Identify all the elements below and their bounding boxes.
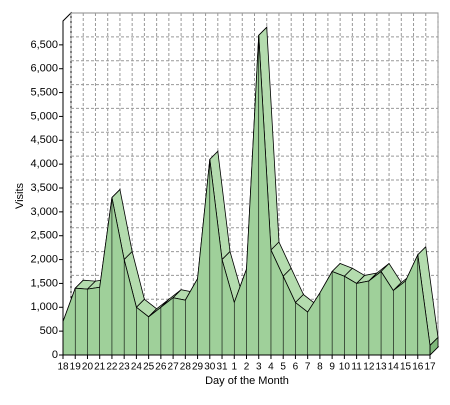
x-tick-label: 29 xyxy=(192,362,204,373)
x-tick-label: 12 xyxy=(363,362,375,373)
y-tick-label: 0 xyxy=(52,349,58,361)
x-tick-label: 20 xyxy=(82,362,94,373)
x-tick-label: 10 xyxy=(339,362,351,373)
x-tick-label: 14 xyxy=(388,362,400,373)
x-tick-label: 5 xyxy=(280,362,286,373)
x-tick-label: 26 xyxy=(155,362,167,373)
x-tick-label: 23 xyxy=(119,362,131,373)
x-tick-label: 22 xyxy=(106,362,118,373)
y-tick-label: 5,500 xyxy=(30,86,58,98)
x-tick-label: 16 xyxy=(412,362,424,373)
y-tick-label: 2,000 xyxy=(30,253,58,265)
x-tick-label: 8 xyxy=(317,362,323,373)
x-tick-label: 30 xyxy=(204,362,216,373)
x-tick-label: 27 xyxy=(168,362,180,373)
y-tick-label: 500 xyxy=(40,325,58,337)
x-tick-label: 4 xyxy=(268,362,274,373)
x-axis-title: Day of the Month xyxy=(205,375,289,387)
y-tick-label: 6,500 xyxy=(30,39,58,51)
area xyxy=(62,35,431,356)
x-tick-label: 11 xyxy=(351,362,362,373)
y-tick-label: 2,500 xyxy=(30,230,58,242)
x-tick-label: 9 xyxy=(329,362,335,373)
x-tick-label: 3 xyxy=(256,362,262,373)
y-tick-label: 6,000 xyxy=(30,63,58,75)
x-tick-label: 15 xyxy=(400,362,412,373)
y-tick-label: 3,000 xyxy=(30,206,58,218)
x-tick-label: 17 xyxy=(424,362,436,373)
y-tick-label: 5,000 xyxy=(30,110,58,122)
x-tick-label: 19 xyxy=(70,362,82,373)
x-tick-label: 1 xyxy=(231,362,237,373)
x-tick-label: 25 xyxy=(143,362,155,373)
y-tick-label: 1,000 xyxy=(30,301,58,313)
x-tick-label: 7 xyxy=(305,362,311,373)
y-tick-label: 1,500 xyxy=(30,277,58,289)
x-tick-label: 31 xyxy=(216,362,228,373)
x-tick-label: 2 xyxy=(244,362,250,373)
x-tick-label: 21 xyxy=(94,362,106,373)
x-tick-label: 24 xyxy=(131,362,143,373)
x-tick-label: 18 xyxy=(57,362,69,373)
y-axis-title: Visits xyxy=(14,182,26,209)
y-tick-label: 3,500 xyxy=(30,182,58,194)
y-tick-label: 4,000 xyxy=(30,158,58,170)
x-tick-label: 13 xyxy=(376,362,388,373)
x-tick-label: 6 xyxy=(293,362,299,373)
y-tick-label: 4,500 xyxy=(30,134,58,146)
x-tick-label: 28 xyxy=(180,362,192,373)
